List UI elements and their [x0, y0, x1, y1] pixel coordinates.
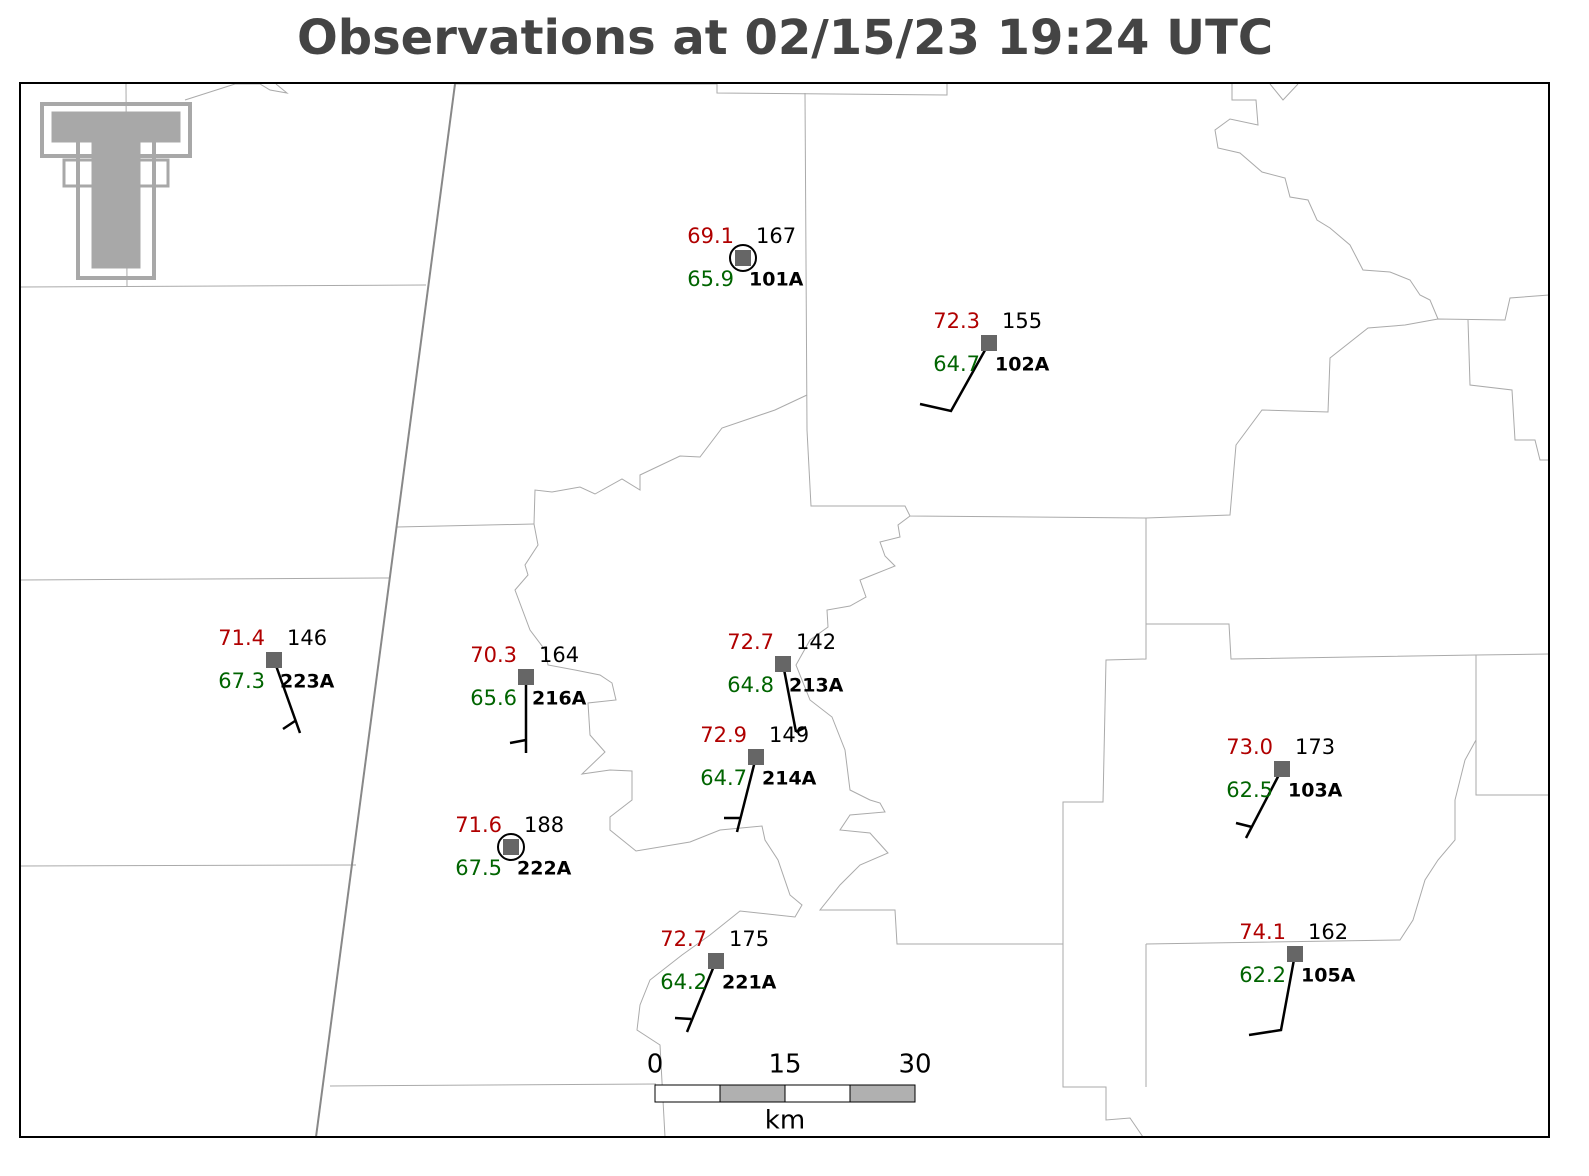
calm-circle [497, 833, 525, 861]
station-id: 105A [1301, 965, 1356, 987]
temperature: 72.9 [700, 723, 747, 747]
station: 73.0 173 62.5 103A [1226, 735, 1343, 839]
station-marker [735, 250, 751, 266]
station: 69.1 167 65.9 101A [687, 224, 803, 291]
wind-barb [781, 663, 798, 733]
wind-barb [674, 1016, 692, 1021]
scale-bar: 0 15 30 km [647, 1050, 932, 1136]
station: 72.9 149 64.7 214A [700, 723, 817, 833]
wind-barb [1248, 953, 1297, 1037]
dewpoint: 67.3 [218, 669, 265, 693]
station-id: 221A [722, 972, 777, 994]
station-id: 222A [517, 858, 572, 880]
wind-barb [282, 719, 296, 731]
temperature: 70.3 [470, 643, 517, 667]
station: 72.3 155 64.7 102A [919, 309, 1050, 413]
wind-barb [1235, 821, 1253, 829]
station-id: 223A [280, 671, 335, 693]
station-id: 214A [762, 768, 817, 790]
dewpoint: 62.2 [1239, 963, 1286, 987]
pressure: 162 [1308, 920, 1348, 944]
station-id: 101A [749, 269, 804, 291]
map-frame [19, 82, 1550, 1138]
dewpoint: 64.2 [660, 970, 707, 994]
pressure: 167 [756, 224, 796, 248]
station-marker [981, 335, 997, 351]
station-marker [748, 749, 764, 765]
dewpoint: 64.8 [727, 673, 774, 697]
station: 71.6 188 67.5 222A [455, 813, 571, 880]
station: 72.7 142 64.8 213A [727, 630, 844, 734]
station-id: 216A [532, 688, 587, 710]
temperature: 72.7 [727, 630, 774, 654]
station-marker [266, 652, 282, 668]
pressure: 164 [539, 643, 579, 667]
wind-barb [509, 738, 527, 745]
pressure: 188 [524, 813, 564, 837]
pressure: 149 [769, 723, 809, 747]
temperature: 71.4 [218, 626, 265, 650]
station-id: 103A [1288, 780, 1343, 802]
temperature: 71.6 [455, 813, 502, 837]
dewpoint: 65.9 [687, 267, 734, 291]
pressure: 173 [1295, 735, 1335, 759]
station-marker [775, 656, 791, 672]
station: 70.3 164 65.6 216A [470, 643, 587, 753]
station: 71.4 146 67.3 223A [218, 626, 335, 734]
wind-barb [735, 756, 758, 833]
station: 74.1 162 62.2 105A [1239, 920, 1356, 1037]
scale-unit: km [765, 1106, 805, 1136]
station: 72.7 175 64.2 221A [660, 927, 777, 1033]
scale-label: 15 [768, 1050, 801, 1080]
temperature: 72.3 [933, 309, 980, 333]
wind-barb [919, 342, 991, 413]
boundaries [19, 83, 1550, 1138]
temperature: 73.0 [1226, 735, 1273, 759]
dewpoint: 62.5 [1226, 778, 1273, 802]
station-marker [1274, 761, 1290, 777]
scale-label: 30 [898, 1050, 931, 1080]
temperature: 69.1 [687, 224, 734, 248]
dewpoint: 67.5 [455, 856, 502, 880]
scale-label: 0 [647, 1050, 664, 1080]
dewpoint: 64.7 [933, 352, 980, 376]
wind-barb [685, 960, 718, 1033]
wind-barb [795, 725, 807, 734]
station-id: 213A [789, 675, 844, 697]
logo [40, 102, 192, 280]
station-marker [518, 669, 534, 685]
pressure: 146 [287, 626, 327, 650]
wind-barb [272, 659, 302, 734]
calm-circle [729, 244, 757, 272]
temperature: 72.7 [660, 927, 707, 951]
station-marker [503, 839, 519, 855]
title: Observations at 02/15/23 19:24 UTC [297, 10, 1273, 66]
pressure: 142 [796, 630, 836, 654]
station-id: 102A [995, 354, 1050, 376]
dewpoint: 64.7 [700, 766, 747, 790]
pressure: 175 [729, 927, 769, 951]
station-marker [1287, 946, 1303, 962]
station-marker [708, 953, 724, 969]
pressure: 155 [1002, 309, 1042, 333]
dewpoint: 65.6 [470, 686, 517, 710]
temperature: 74.1 [1239, 920, 1286, 944]
